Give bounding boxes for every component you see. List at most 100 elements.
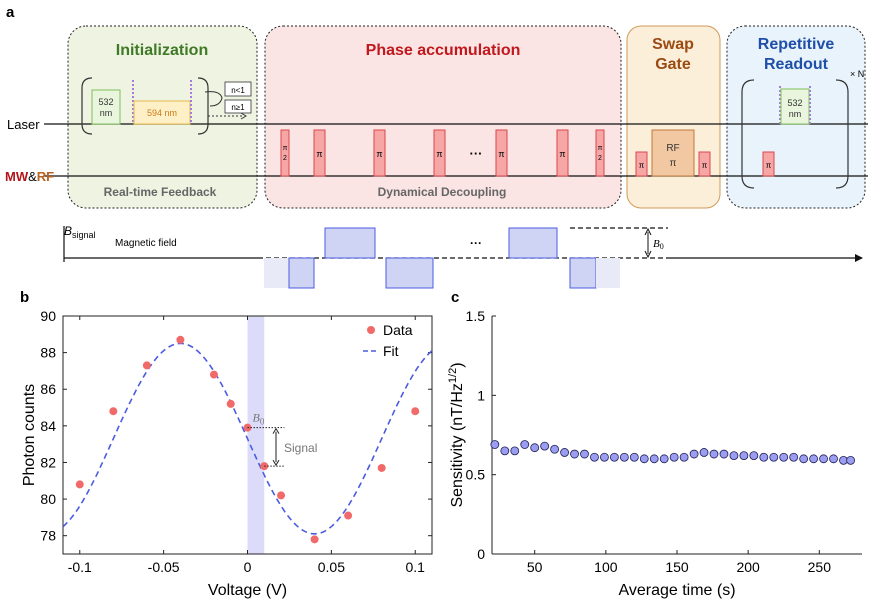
swap-pi-2 <box>698 151 711 177</box>
magnetic-field-trace: Bsignal Magnetic field ··· B0 <box>63 224 863 289</box>
legend-fit-label: Fit <box>383 343 399 359</box>
legend-data-label: Data <box>383 322 413 338</box>
b0-label: B0 <box>653 238 664 251</box>
field-pulse-neg-1 <box>288 257 315 289</box>
panel-label-b: b <box>20 289 29 306</box>
x-tick-label: 0.1 <box>405 559 425 575</box>
data-point <box>699 448 709 457</box>
data-point <box>226 399 235 408</box>
data-point <box>709 449 719 459</box>
readout-pi-label: π <box>766 161 772 170</box>
mw-pulse-half-1 <box>280 129 290 177</box>
init-bracket-left <box>81 77 93 135</box>
data-point <box>550 444 560 454</box>
half-pi-top-2: π <box>598 145 603 152</box>
y-tick-label: 82 <box>40 454 56 470</box>
field-arrowhead <box>855 254 863 262</box>
x-tick-label: 0 <box>244 559 252 575</box>
b-signal-label: Bsignal <box>64 224 96 240</box>
data-point <box>590 452 599 462</box>
init-feedback-arrow <box>204 91 223 107</box>
phase-footer: Dynamical Decoupling <box>378 185 507 199</box>
pi-label-1: π <box>316 149 322 159</box>
data-point <box>619 452 629 462</box>
y-tick-label: 1 <box>477 387 485 403</box>
x-tick-label: -0.1 <box>68 559 92 575</box>
x-axis-label: Voltage (V) <box>208 582 287 599</box>
data-point <box>520 440 530 449</box>
swap-pi-label-2: π <box>702 161 708 170</box>
readout-pi <box>762 151 775 177</box>
init-bracket-right <box>197 77 209 135</box>
y-tick-label: 84 <box>40 418 56 434</box>
init-594-label: 594 nm <box>147 108 177 118</box>
laser-label: Laser <box>7 117 40 132</box>
data-point <box>500 446 510 456</box>
x-tick-label: 150 <box>665 559 689 575</box>
field-pulse-faded-1 <box>264 258 289 288</box>
init-532-pulse <box>91 89 121 125</box>
y-tick-label: 78 <box>40 528 56 544</box>
data-point <box>142 361 151 370</box>
init-footer: Real-time Feedback <box>104 185 217 199</box>
readout-bracket-left <box>741 79 755 189</box>
data-point <box>209 370 218 379</box>
y-tick-label: 0.5 <box>466 467 486 483</box>
data-point <box>639 454 649 464</box>
schematic: Initialization Phase accumulation Swap G… <box>5 25 868 289</box>
data-point <box>719 449 729 459</box>
y-tick-label: 90 <box>40 308 56 324</box>
data-point <box>411 407 420 416</box>
data-point <box>600 452 609 462</box>
chart-c: 50 100 150 200 250 0 0.5 1 1.5 Average time (s) Se… <box>447 308 862 599</box>
x-tick-label: 250 <box>808 559 832 575</box>
data-point <box>580 449 589 459</box>
swap-gate-box <box>626 25 721 209</box>
half-pi-bottom-1: 2 <box>283 155 287 162</box>
panel-label-c: c <box>451 289 459 306</box>
data-point <box>176 335 185 344</box>
rf-pulse-pi: π <box>670 158 677 169</box>
cond-ge-box <box>224 99 252 114</box>
y-tick-label: 1.5 <box>466 308 486 324</box>
mw-pulse-half-2 <box>595 129 605 177</box>
swap-title-line2: Gate <box>655 56 691 73</box>
readout-532-pulse <box>780 88 810 125</box>
mw-pulse-pi-3 <box>433 129 446 177</box>
b0-annotation: B0 <box>253 411 265 427</box>
field-pulse-neg-2 <box>385 257 434 289</box>
data-point <box>759 452 769 462</box>
signal-arrow-head-down <box>272 459 280 467</box>
field-ellipsis: ··· <box>470 236 482 250</box>
data-point <box>75 480 84 489</box>
x-tick-label: 50 <box>527 559 543 575</box>
data-point <box>799 454 809 464</box>
data-point <box>109 407 118 416</box>
mw-pulses: π 2 π π π ··· π π π 2 <box>280 129 605 177</box>
readout-bracket-right <box>835 79 849 189</box>
cond-ge: n≥1 <box>231 103 245 112</box>
data-point <box>779 452 789 462</box>
rf-pulse-label: RF <box>666 143 679 154</box>
data-point <box>490 440 500 449</box>
chart-b: -0.1 -0.05 0 0.05 0.1 78 80 82 84 86 88 90 Voltage (… <box>21 308 433 599</box>
mw-ellipsis: ··· <box>470 146 483 161</box>
data-point <box>609 452 619 462</box>
data-point <box>540 441 550 451</box>
init-proceed-arrowhead <box>240 112 247 120</box>
data-point <box>679 452 689 462</box>
swap-pi-1 <box>635 151 648 177</box>
data-point <box>669 452 679 462</box>
b0-arrow-up <box>644 227 652 236</box>
cond-lt: n<1 <box>231 86 245 95</box>
legend-data-marker <box>367 326 375 334</box>
pi-label-5: π <box>559 149 565 159</box>
data-point <box>729 451 739 461</box>
readout-title-line2: Readout <box>764 56 829 73</box>
y-tick-label: 0 <box>477 546 485 562</box>
data-point <box>846 455 856 465</box>
data-point <box>829 454 838 464</box>
b0-arrow-down <box>644 250 652 259</box>
readout-title-line1: Repetitive <box>758 36 835 53</box>
pi-label-4: π <box>498 149 504 159</box>
